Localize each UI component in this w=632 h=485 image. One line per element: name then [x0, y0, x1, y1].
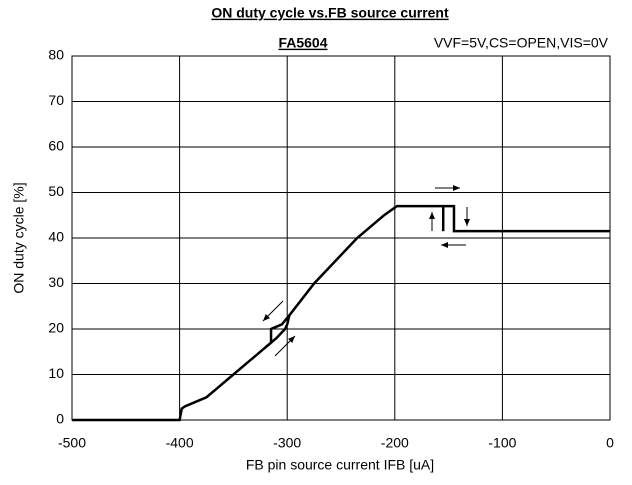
y-tick-label: 0	[56, 411, 64, 427]
y-tick-label: 30	[48, 274, 64, 290]
y-tick-label: 40	[48, 229, 64, 245]
x-tick-label: -100	[488, 435, 516, 451]
y-tick-label: 80	[48, 47, 64, 63]
x-tick-label: -200	[381, 435, 409, 451]
data-line	[72, 204, 610, 422]
x-tick-label: -300	[273, 435, 301, 451]
plot-frame	[71, 55, 611, 421]
x-tick-label: 0	[606, 435, 614, 451]
y-axis-label: ON duty cycle [%]	[11, 182, 27, 293]
y-tick-label: 50	[48, 183, 64, 199]
x-axis-label: FB pin source current IFB [uA]	[246, 457, 434, 473]
x-tick-label: -500	[58, 435, 86, 451]
x-tick-label: -400	[166, 435, 194, 451]
y-tick-label: 20	[48, 320, 64, 336]
data-line	[264, 314, 291, 349]
direction-arrows	[262, 185, 470, 357]
chart-subtitle: FA5604	[278, 35, 327, 51]
y-tick-label: 60	[48, 138, 64, 154]
y-tick-label: 70	[48, 92, 64, 108]
annotation: VVF=5V,CS=OPEN,VIS=0V	[434, 35, 609, 51]
y-tick-label: 10	[48, 365, 64, 381]
chart-title: ON duty cycle vs.FB source current	[211, 5, 449, 21]
